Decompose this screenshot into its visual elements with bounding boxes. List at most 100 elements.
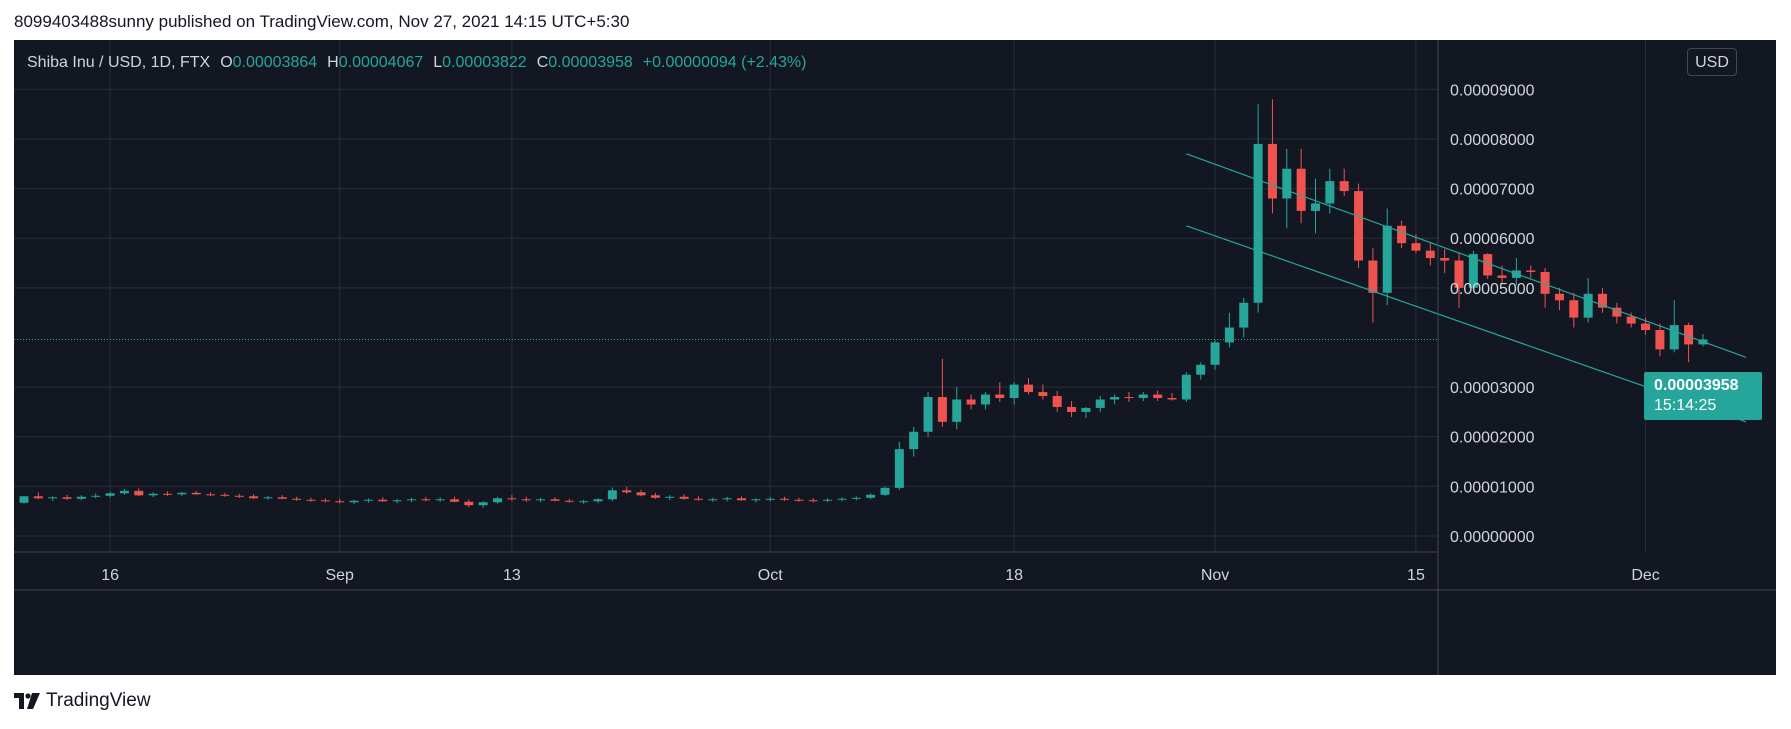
candle [134,488,144,497]
candle-body [1440,258,1450,261]
symbol-title[interactable]: Shiba Inu / USD, 1D, FTX [27,54,211,71]
candle-body [421,499,431,501]
candle-body [1540,271,1550,294]
candle-body [837,498,847,500]
candle [1239,297,1249,338]
candle-body [435,499,445,501]
candle [622,486,632,494]
candle-body [1095,399,1105,408]
candle-body [148,493,158,496]
candle [937,358,947,427]
candle [1196,362,1206,380]
last-price-value: 0.00003958 [1654,377,1739,394]
candle-body [1267,143,1277,199]
axes: 0.00009000 0.00008000 0.00007000 0.00006000… [14,40,1776,675]
x-tick-label: Dec [1631,567,1659,584]
candle [249,494,259,499]
candle-body [1239,302,1249,328]
candle [665,495,675,501]
candle [1009,382,1019,405]
candle-body [62,497,72,499]
candle-body [1196,364,1206,375]
change-value: +0.00000094 (+2.43%) [642,54,807,71]
candle-body [507,498,517,500]
candle [1612,302,1622,324]
y-tick-label: 0.00002000 [1450,430,1535,447]
candle-body [450,499,459,502]
candle-body [665,496,675,498]
candle-body [708,499,718,501]
candle [952,387,962,430]
candle [306,497,316,502]
candle [693,496,703,501]
candle-body [1684,325,1694,345]
candle [119,488,129,495]
candle-body [1655,330,1665,350]
candle [1210,339,1220,370]
candle-body [220,494,230,496]
candle [1684,322,1694,363]
tradingview-logo[interactable]: TradingView [14,690,151,712]
candle-body [564,500,574,502]
candle-body [349,500,359,503]
publish-info: 8099403488sunny published on TradingView… [14,12,630,31]
candle-body [593,499,603,502]
candle [607,487,617,502]
candle-body [119,490,129,494]
candle [320,498,330,503]
candle [48,496,58,501]
candle-body [292,498,302,500]
candle-body [980,394,990,405]
candle [1483,253,1493,279]
candle-body [1052,396,1062,407]
open-value: 0.00003864 [232,54,318,71]
candle [435,497,445,502]
candle-body [335,501,345,503]
candle [765,497,775,502]
candle-body [1598,293,1607,308]
close-value: 0.00003958 [548,54,633,71]
chart-area[interactable]: 0.00009000 0.00008000 0.00007000 0.00006000… [14,40,1776,675]
candle [1024,378,1033,395]
candle [378,497,388,502]
candle [1468,250,1478,291]
x-tick-label: Sep [325,567,354,584]
candle [335,498,345,504]
candle-body [1153,394,1163,399]
candle [1153,390,1163,402]
candle [1138,392,1148,402]
candle [1554,287,1564,311]
candle-body [493,498,503,503]
candle-body [622,490,632,493]
candle [1067,401,1077,417]
candle [579,499,589,504]
candle-body [679,496,689,499]
candle [1052,391,1062,412]
x-tick-label: Oct [758,567,783,584]
candle [1253,104,1263,313]
candle [737,496,746,501]
candle [177,491,187,497]
candle [980,392,990,410]
candle [521,496,531,502]
candle-body [1181,374,1191,400]
trendline[interactable] [1186,153,1747,358]
candle-body [1325,181,1335,204]
candle [923,392,933,437]
candle [894,441,904,490]
candle [1397,220,1407,249]
low-value: 0.00003822 [442,54,527,71]
currency-button[interactable]: USD [1687,48,1737,76]
candle-body [306,499,316,501]
candle [1110,394,1120,405]
candle [1569,292,1579,328]
candle [62,494,72,500]
open-label: O [220,54,233,71]
y-tick-label: 0.00003000 [1450,380,1535,397]
last-price-tag: 0.00003958 15:14:25 [1644,372,1762,420]
candle [636,489,646,497]
candlestick-chart[interactable]: 0.00009000 0.00008000 0.00007000 0.00006000… [14,40,1776,675]
candle [708,497,718,502]
tradingview-logo-text: TradingView [46,690,151,711]
high-value: 0.00004067 [338,54,424,71]
